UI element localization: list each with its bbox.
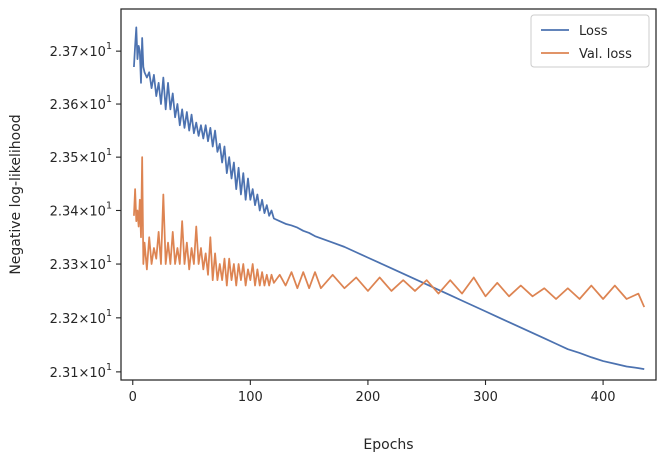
- y-tick-label: 2.37×101: [50, 41, 112, 60]
- y-tick-label: 2.33×101: [50, 254, 112, 273]
- series-line-0: [133, 26, 645, 371]
- y-tick-label: 2.31×101: [50, 362, 112, 381]
- x-axis: 0 100 200 300 400: [129, 380, 616, 405]
- y-tick-label: 2.35×101: [50, 147, 112, 166]
- x-tick-label: 400: [591, 390, 616, 405]
- legend-label-loss: Loss: [579, 24, 608, 39]
- x-axis-label: Epochs: [363, 437, 413, 453]
- x-tick-label: 0: [129, 390, 137, 405]
- y-axis-label: Negative log-likelihood: [8, 114, 24, 274]
- plot-frame: [120, 8, 657, 381]
- series-layer: [133, 26, 646, 371]
- y-axis: 2.31×101 2.32×101 2.33×101 2.34×101 2.35×101…: [50, 41, 121, 381]
- y-tick-label: 2.32×101: [50, 308, 112, 327]
- legend-frame: [530, 14, 650, 68]
- x-tick-label: 300: [473, 390, 498, 405]
- x-tick-label: 100: [238, 390, 263, 405]
- legend-label-val-loss: Val. loss: [579, 47, 632, 62]
- y-tick-label: 2.36×101: [50, 94, 112, 113]
- x-tick-label: 200: [356, 390, 381, 405]
- series-line-1: [133, 156, 646, 308]
- legend: Loss Val. loss: [530, 14, 650, 68]
- y-tick-label: 2.34×101: [50, 200, 112, 219]
